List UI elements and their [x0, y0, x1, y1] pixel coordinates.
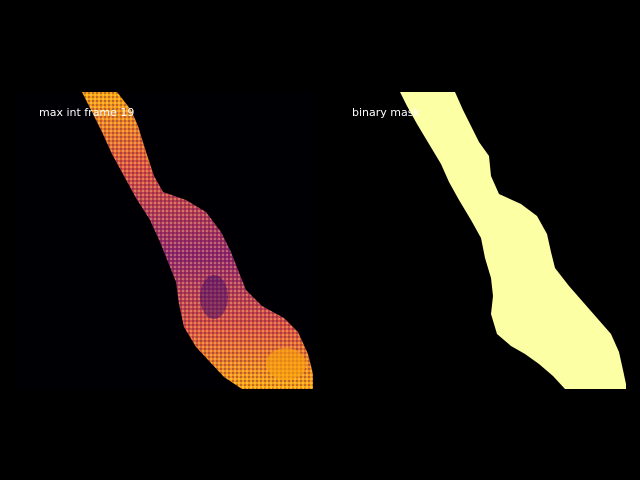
binary-mask-shape [400, 92, 626, 389]
max-intensity-image [16, 92, 313, 389]
binary-mask-panel: binary mask [329, 92, 626, 389]
max-intensity-panel: max int frame 19 [16, 92, 313, 389]
panel-label-binary-mask: binary mask [352, 106, 420, 119]
panel-label-max-intensity: max int frame 19 [39, 106, 135, 119]
binary-mask-image [329, 92, 626, 389]
